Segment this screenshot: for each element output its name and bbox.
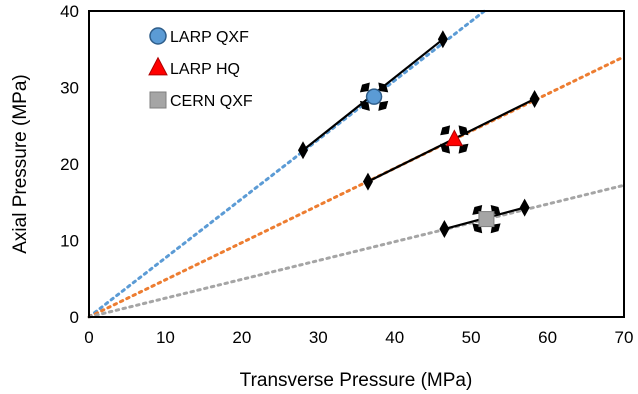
legend-label: CERN QXF <box>170 93 253 110</box>
y-tick-label: 10 <box>60 232 79 251</box>
x-tick-label: 60 <box>538 328 557 347</box>
legend: LARP QXF LARP HQ CERN QXF <box>148 27 253 110</box>
range-end-marker <box>298 141 308 160</box>
x-tick-label: 0 <box>84 328 93 347</box>
x-tick-label: 70 <box>615 328 634 347</box>
x-axis-ticks: 0 10 20 30 40 50 60 70 <box>84 328 633 347</box>
x-tick-label: 50 <box>462 328 481 347</box>
data-point <box>478 211 495 228</box>
range-end-marker <box>437 30 448 49</box>
direction-arrow <box>440 125 451 136</box>
y-axis-ticks: 0 10 20 30 40 <box>60 2 79 327</box>
y-tick-label: 30 <box>60 79 79 98</box>
y-tick-label: 40 <box>60 2 79 21</box>
x-tick-label: 20 <box>232 328 251 347</box>
x-tick-label: 10 <box>156 328 175 347</box>
plot-area-frame <box>88 10 625 318</box>
direction-arrow <box>458 143 469 154</box>
x-tick-label: 40 <box>385 328 404 347</box>
range-end-marker <box>519 198 530 217</box>
y-axis-label: Axial Pressure (MPa) <box>10 74 31 254</box>
range-lines <box>298 30 540 239</box>
direction-arrow <box>440 143 451 154</box>
direction-arrow <box>378 100 389 111</box>
legend-marker <box>149 91 167 109</box>
range-end-marker <box>439 220 450 239</box>
legend-marker <box>149 27 167 45</box>
y-tick-label: 0 <box>70 308 79 327</box>
trend-lines <box>87 9 626 319</box>
data-point <box>445 129 464 147</box>
direction-arrow <box>359 100 370 111</box>
trend-line <box>87 183 626 319</box>
legend-label: LARP QXF <box>170 29 249 46</box>
y-tick-label: 20 <box>60 155 79 174</box>
direction-arrow <box>378 82 389 93</box>
direction-arrow <box>359 82 370 93</box>
data-point <box>365 88 383 105</box>
x-axis-label: Transverse Pressure (MPa) <box>240 370 473 391</box>
range-end-marker <box>362 172 373 191</box>
direction-arrow <box>458 125 469 136</box>
data-points <box>359 82 501 234</box>
x-tick-label: 30 <box>309 328 328 347</box>
legend-label: LARP HQ <box>170 61 240 78</box>
range-end-marker <box>529 89 540 108</box>
legend-marker <box>148 56 168 76</box>
trend-line <box>87 9 486 319</box>
